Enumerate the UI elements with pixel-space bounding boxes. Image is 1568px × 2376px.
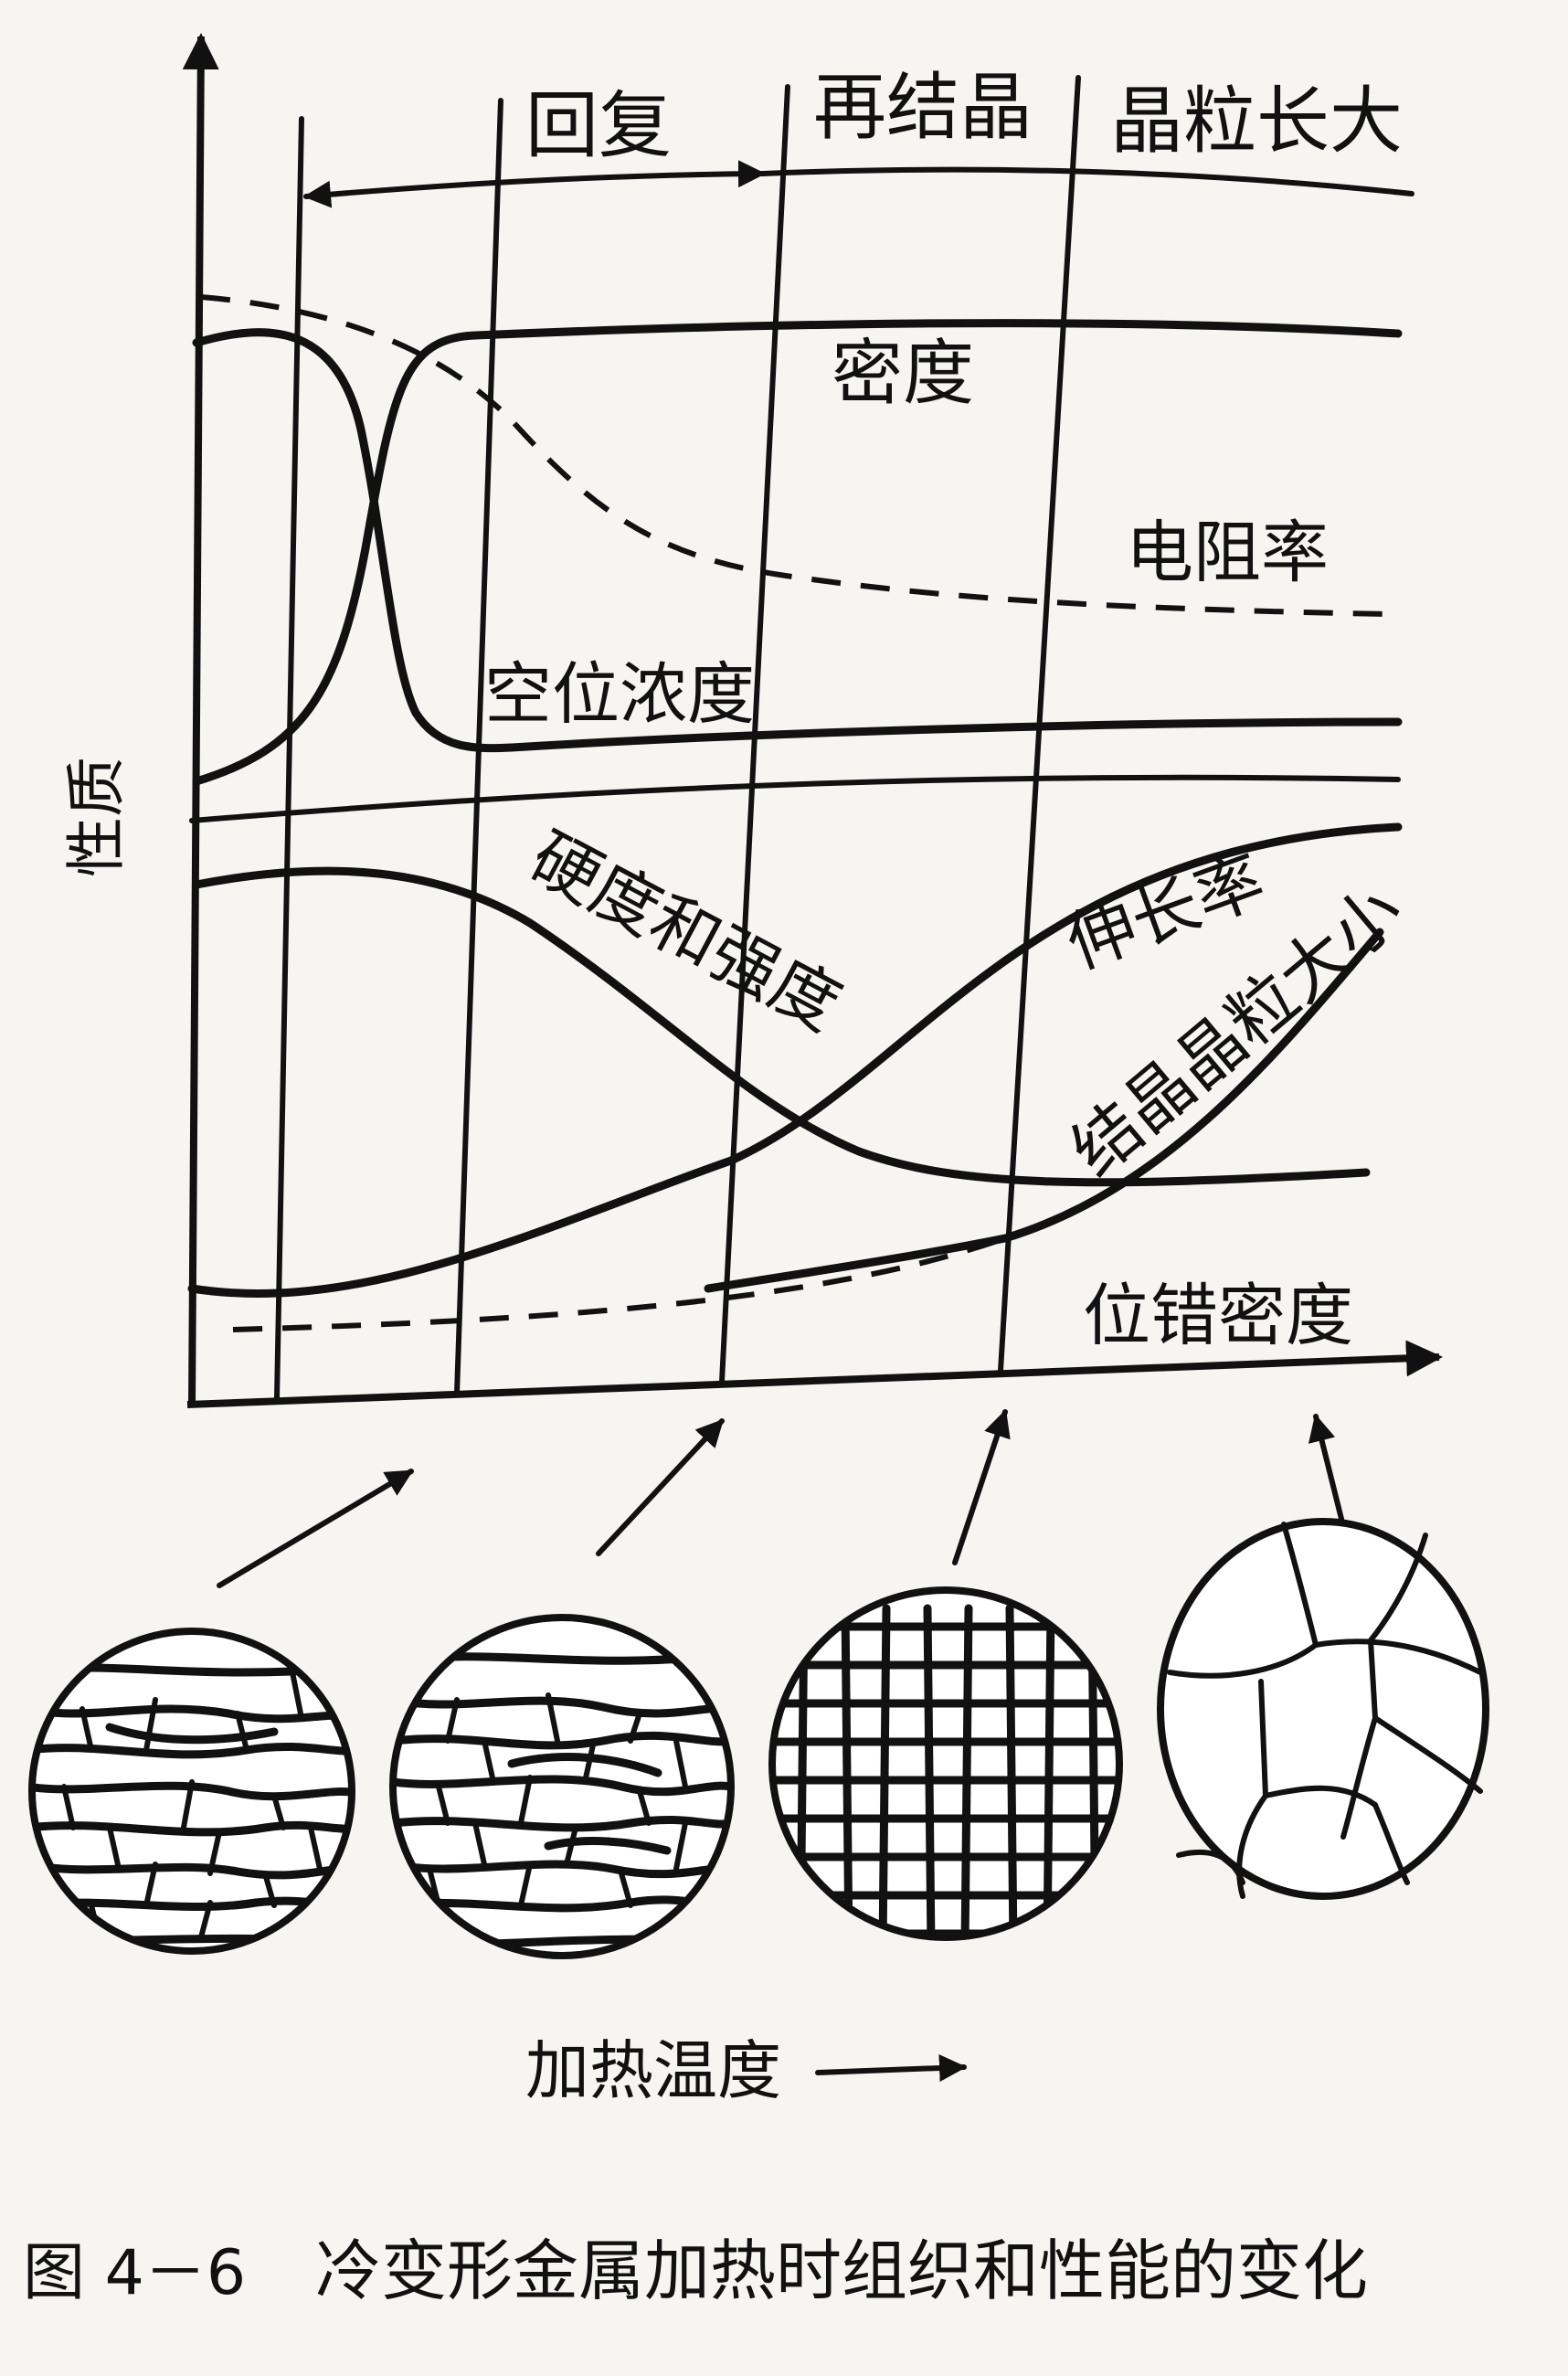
stage-range-line xyxy=(760,166,1414,196)
x-axis xyxy=(186,1340,1443,1408)
figure-number: 图 4－6 xyxy=(23,2237,246,2309)
micro-arrow-2 xyxy=(596,1418,725,1556)
density-curve xyxy=(192,328,1403,753)
figure-caption: 冷变形金属加热时组织和性能的变化 xyxy=(315,2233,1368,2309)
dislocation-density-curve xyxy=(232,1236,1006,1332)
stage-grain-growth-label: 晶粒长大 xyxy=(1110,79,1403,164)
y-axis xyxy=(182,33,219,1408)
stage-range-arrow xyxy=(303,160,766,208)
micrograph-recrystallized xyxy=(768,1586,1123,1941)
density-label: 密度 xyxy=(832,333,974,415)
micro-arrow-4 xyxy=(1308,1414,1346,1529)
micrograph-cold-worked xyxy=(28,1628,355,1955)
grain-size-curve xyxy=(704,928,1384,1293)
reference-line xyxy=(189,774,1401,823)
stage-recrystallization-label: 再结晶 xyxy=(813,65,1033,150)
micrograph-recovery xyxy=(389,1614,735,1959)
vacancy-label: 空位浓度 xyxy=(484,655,755,734)
micrograph-grain-growth xyxy=(1157,1518,1489,1900)
micro-arrow-3 xyxy=(952,1409,1011,1565)
stage-divider-1 xyxy=(274,116,304,1401)
x-axis-label-arrow xyxy=(815,2054,967,2083)
resistivity-curve xyxy=(200,294,1390,617)
hardness-strength-label: 硬度和强度 xyxy=(518,818,853,1046)
stage-recovery-label: 回复 xyxy=(525,83,672,168)
y-axis-label: 性质 xyxy=(61,757,132,877)
elongation-curve xyxy=(187,822,1403,1298)
micro-arrow-1 xyxy=(217,1469,414,1588)
vacancy-curve xyxy=(192,319,1403,786)
hardness-strength-curve xyxy=(192,866,1371,1187)
dislocation-density-label: 位错密度 xyxy=(1083,1277,1353,1355)
x-axis-label: 加热温度 xyxy=(525,2033,781,2108)
resistivity-label: 电阻率 xyxy=(1126,514,1329,592)
elongation-label: 伸长率 xyxy=(1057,841,1275,984)
